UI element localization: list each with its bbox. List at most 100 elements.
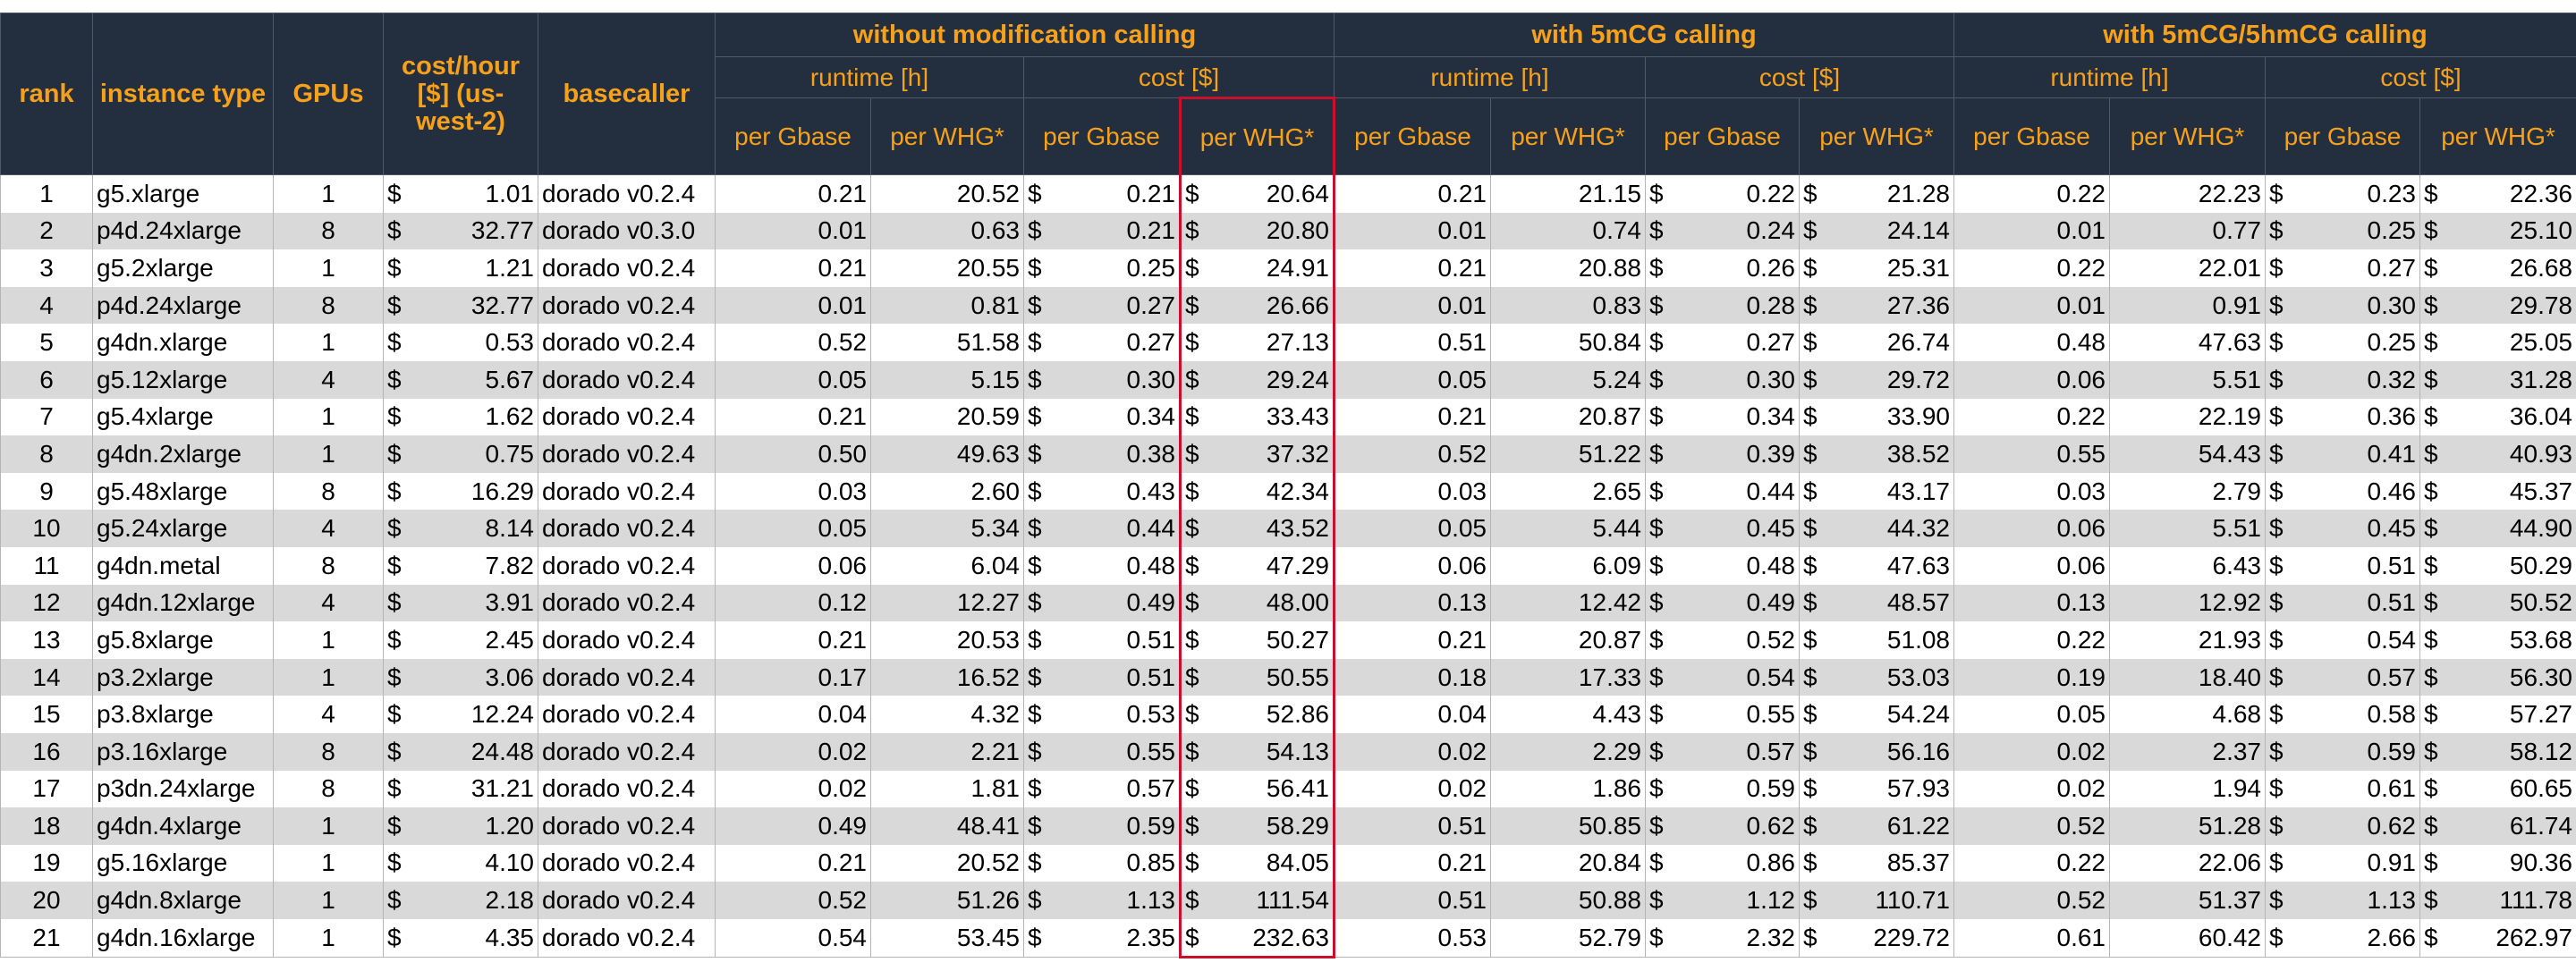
- table-cell: $50.52: [2419, 584, 2576, 622]
- table-cell: $47.29: [1179, 546, 1335, 585]
- table-cell: $0.53: [1023, 696, 1181, 733]
- cell-value: 29.72: [1886, 365, 1950, 393]
- cell-value: g4dn.8xlarge: [97, 886, 242, 915]
- cell-value: 21: [32, 924, 61, 952]
- cell-value: 17: [32, 774, 61, 803]
- cell-value: 0.18: [1437, 663, 1487, 691]
- table-cell: 0.06: [1953, 360, 2110, 399]
- table-cell: 0.05: [715, 360, 871, 399]
- cell-value: dorado v0.2.4: [542, 365, 696, 393]
- column-header-text: cost/hour [$] (us-west-2): [401, 51, 521, 136]
- table-cell: $2.35: [1023, 918, 1181, 958]
- currency-symbol: $: [1649, 328, 1664, 357]
- cell-value: 0.52: [818, 886, 868, 915]
- cell-value: 0.61: [2056, 924, 2106, 952]
- table-cell: $0.61: [2265, 770, 2420, 808]
- table-cell: 0.83: [1490, 286, 1646, 325]
- cell-value: 8: [321, 551, 335, 579]
- table-cell: 0.06: [1953, 510, 2110, 547]
- table-cell: 50.88: [1490, 882, 1646, 919]
- currency-symbol: $: [387, 402, 402, 431]
- cell-value: 1.62: [485, 402, 535, 431]
- cell-value: 0.85: [1126, 849, 1176, 877]
- unit-header-text: per WHG*: [1819, 122, 1934, 150]
- cell-value: g5.48xlarge: [97, 477, 228, 505]
- unit-header-text: per Gbase: [734, 122, 852, 150]
- table-cell: 18: [0, 807, 93, 845]
- table-cell: 0.04: [715, 696, 871, 733]
- cell-value: dorado v0.2.4: [542, 328, 696, 357]
- table-cell: 0.05: [1334, 360, 1491, 399]
- cell-value: 1.81: [970, 774, 1021, 803]
- metric-header-text: runtime [h]: [2050, 63, 2169, 91]
- cell-value: 1: [321, 402, 335, 431]
- cell-value: 0.04: [1437, 700, 1487, 729]
- table-cell: 4: [273, 584, 384, 622]
- currency-symbol: $: [2424, 253, 2438, 282]
- currency-symbol: $: [1028, 774, 1042, 803]
- cell-value: 24.91: [1266, 253, 1329, 282]
- cell-value: 8: [321, 216, 335, 245]
- currency-symbol: $: [387, 886, 402, 915]
- table-cell: $0.85: [1023, 844, 1181, 882]
- table-cell: 0.74: [1490, 212, 1646, 250]
- cell-value: 20.59: [956, 402, 1020, 431]
- currency-symbol: $: [1649, 737, 1664, 765]
- table-cell: 51.37: [2109, 882, 2266, 919]
- table-cell: $0.55: [1023, 732, 1181, 771]
- cell-value: 0.59: [1746, 774, 1796, 803]
- cell-value: 0.21: [1437, 402, 1487, 431]
- cell-value: 0.48: [2056, 328, 2106, 357]
- table-cell: 4: [273, 510, 384, 547]
- cell-value: 2.21: [970, 737, 1021, 765]
- table-cell: 60.42: [2109, 918, 2266, 958]
- table-cell: dorado v0.2.4: [538, 546, 716, 585]
- table-cell: g5.2xlarge: [92, 249, 274, 287]
- cell-value: 0.26: [1746, 253, 1796, 282]
- table-cell: 1: [273, 807, 384, 845]
- table-cell: $29.24: [1179, 360, 1335, 399]
- cell-value: 29.78: [2509, 291, 2572, 319]
- table-cell: $0.51: [2265, 546, 2420, 585]
- cell-value: 0.83: [1592, 291, 1642, 319]
- table-cell: $0.30: [2265, 286, 2420, 325]
- table-cell: g4dn.metal: [92, 546, 274, 585]
- cell-value: 0.41: [2367, 439, 2417, 468]
- table-cell: 12.42: [1490, 584, 1646, 622]
- table-cell: 0.01: [715, 286, 871, 325]
- cell-value: 45.37: [2509, 477, 2572, 505]
- table-cell: dorado v0.3.0: [538, 212, 716, 250]
- currency-symbol: $: [2269, 588, 2284, 617]
- cell-value: 4: [39, 291, 54, 319]
- table-row: 7 g5.4xlarge 1 $1.62 dorado v0.2.4 0.21 20.59 $…: [0, 398, 2576, 436]
- table-row: 17 p3dn.24xlarge 8 $31.21 dorado v0.2.4 0.02 1…: [0, 770, 2576, 808]
- cell-value: 61.74: [2509, 811, 2572, 840]
- cell-value: 48.41: [956, 811, 1020, 840]
- currency-symbol: $: [1649, 774, 1664, 803]
- table-cell: 4.32: [870, 696, 1024, 733]
- unit-header: per Gbase: [1645, 97, 1800, 175]
- currency-symbol: $: [1649, 216, 1664, 245]
- metric-header: cost [$]: [2265, 56, 2576, 98]
- currency-symbol: $: [1803, 328, 1818, 357]
- table-cell: $0.59: [1645, 770, 1800, 808]
- table-cell: 0.81: [870, 286, 1024, 325]
- unit-header: per Gbase: [715, 97, 871, 175]
- table-cell: $22.36: [2419, 174, 2576, 213]
- currency-symbol: $: [2424, 774, 2438, 803]
- table-cell: 20.87: [1490, 621, 1646, 659]
- table-cell: $58.12: [2419, 732, 2576, 771]
- table-cell: 51.58: [870, 324, 1024, 361]
- table-cell: p4d.24xlarge: [92, 212, 274, 250]
- cell-value: 0.21: [1437, 253, 1487, 282]
- cell-value: 2.79: [2212, 477, 2262, 505]
- unit-header: per Gbase: [1334, 97, 1491, 175]
- currency-symbol: $: [387, 477, 402, 505]
- cell-value: 58.12: [2509, 737, 2572, 765]
- cell-value: 0.54: [1746, 663, 1796, 691]
- currency-symbol: $: [2424, 291, 2438, 319]
- cell-value: 54.24: [1886, 700, 1950, 729]
- cell-value: 0.28: [1746, 291, 1796, 319]
- table-cell: $50.29: [2419, 546, 2576, 585]
- column-header: instance type: [92, 13, 274, 175]
